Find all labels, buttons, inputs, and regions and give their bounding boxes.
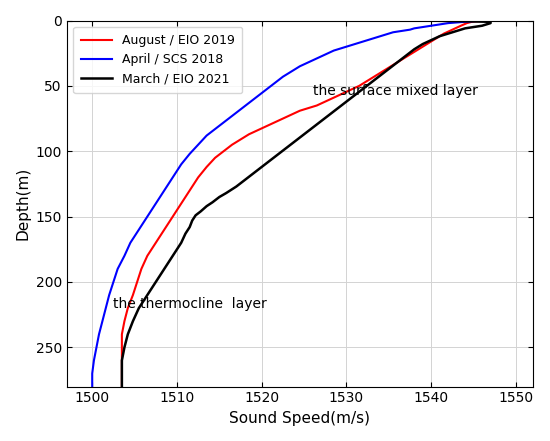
March / EIO 2021 [192,213,199,218]
August / EIO 2019 [119,384,125,389]
March / EIO 2021 [428,18,435,23]
April / SCS 2018 [102,306,109,311]
April / SCS 2018 [161,188,168,193]
April / SCS 2018 [114,266,121,272]
March / EIO 2021 [161,266,168,272]
August / EIO 2019 [229,142,235,147]
August / EIO 2019 [496,18,502,23]
Text: the surface mixed layer: the surface mixed layer [312,84,477,98]
August / EIO 2019 [119,371,125,376]
April / SCS 2018 [390,30,397,35]
August / EIO 2019 [348,87,354,93]
April / SCS 2018 [288,69,295,74]
Y-axis label: Depth(m): Depth(m) [15,167,30,240]
March / EIO 2021 [135,306,142,311]
March / EIO 2021 [119,358,125,363]
August / EIO 2019 [322,99,328,104]
March / EIO 2021 [119,384,125,389]
Text: the thermocline  layer: the thermocline layer [113,297,267,311]
March / EIO 2021 [411,47,417,52]
X-axis label: Sound Speed(m/s): Sound Speed(m/s) [229,411,370,426]
April / SCS 2018 [89,384,96,389]
August / EIO 2019 [415,47,422,52]
Line: August / EIO 2019: August / EIO 2019 [122,21,499,387]
April / SCS 2018 [483,18,490,23]
April / SCS 2018 [91,358,97,363]
Line: March / EIO 2021: March / EIO 2021 [122,20,491,387]
Legend: August / EIO 2019, April / SCS 2018, March / EIO 2021: August / EIO 2019, April / SCS 2018, Mar… [73,27,242,93]
August / EIO 2019 [364,78,371,83]
Line: April / SCS 2018: April / SCS 2018 [92,21,486,387]
March / EIO 2021 [309,125,316,131]
